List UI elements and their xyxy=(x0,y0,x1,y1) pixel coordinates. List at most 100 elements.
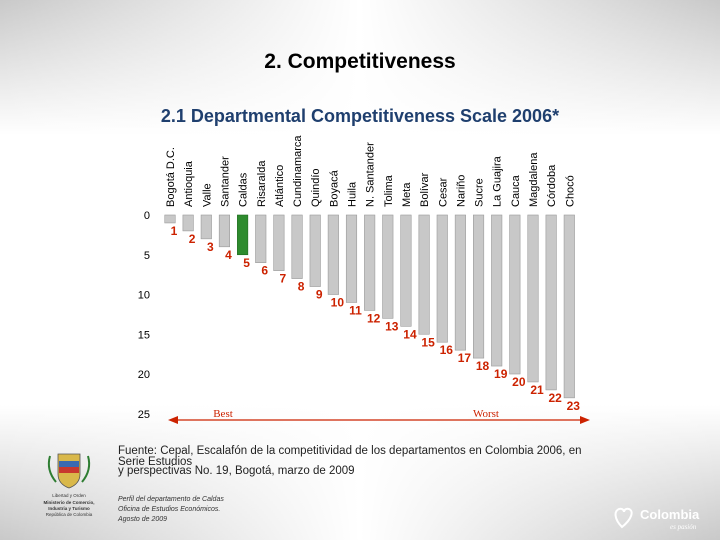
data-label: 20 xyxy=(512,375,526,389)
data-label: 1 xyxy=(171,224,178,238)
bar xyxy=(200,214,212,240)
best-label: Best xyxy=(213,408,233,420)
y-tick-label: 20 xyxy=(138,369,150,381)
category-label: Quindío xyxy=(310,168,322,207)
data-label: 17 xyxy=(458,351,472,365)
category-label: Valle xyxy=(201,183,213,207)
ministry-line-1: Libertad y Orden xyxy=(52,493,86,498)
bar xyxy=(345,214,358,303)
data-label: 12 xyxy=(367,311,381,325)
best-worst-arrow: Best Worst xyxy=(168,408,590,424)
y-tick-label: 10 xyxy=(138,290,150,302)
data-label: 21 xyxy=(530,383,544,397)
slide-title: 2. Competitiveness xyxy=(264,50,456,73)
y-tick-label: 15 xyxy=(138,329,150,341)
data-label: 3 xyxy=(207,240,214,254)
bar xyxy=(255,214,267,264)
arrow-head-left xyxy=(168,416,178,424)
data-label: 18 xyxy=(476,359,490,373)
y-tick-label: 5 xyxy=(144,250,150,262)
colombia-brand-logo: Colombia es pasión xyxy=(614,507,700,531)
footer-note-3: Agosto de 2009 xyxy=(118,516,168,523)
category-label: La Guajira xyxy=(492,155,504,207)
category-label: Bolívar xyxy=(419,172,431,207)
bar xyxy=(218,214,230,248)
bar xyxy=(273,214,285,271)
category-label: Magdalena xyxy=(528,152,540,207)
category-label: Córdoba xyxy=(546,164,558,207)
bar xyxy=(164,214,176,224)
source-line-2: y perspectivas No. 19, Bogotá, marzo de … xyxy=(118,465,355,477)
category-label: Sucre xyxy=(474,178,486,207)
bar-highlight xyxy=(237,214,249,256)
category-label: Cundinamarca xyxy=(292,135,304,207)
bar xyxy=(291,214,303,279)
brand-name: Colombia xyxy=(640,507,700,522)
bar xyxy=(472,214,485,359)
category-label: Nariño xyxy=(455,175,467,207)
data-label: 15 xyxy=(421,335,435,349)
y-tick-label: 25 xyxy=(138,409,150,421)
brand-tagline: es pasión xyxy=(670,523,697,531)
data-label: 22 xyxy=(548,391,562,405)
bar xyxy=(491,214,503,367)
category-label: Meta xyxy=(401,182,413,207)
category-labels: Bogotá D.C. Antioquia Valle Santander Caldas… xyxy=(165,135,576,207)
category-label: N. Santander xyxy=(365,142,377,207)
category-label: Caldas xyxy=(238,172,250,207)
bar xyxy=(382,214,394,319)
source-line-1: Fuente: Cepal, Escalafón de la competiti… xyxy=(118,445,582,457)
category-label: Tolima xyxy=(383,174,395,207)
bar xyxy=(364,214,376,311)
category-label: Cesar xyxy=(437,177,449,207)
bar xyxy=(418,214,430,335)
coat-of-arms-icon xyxy=(47,453,91,489)
data-label: 23 xyxy=(567,399,581,413)
bars xyxy=(164,214,575,399)
heart-icon xyxy=(614,507,633,529)
ministry-logo: Libertad y Orden Ministerio de Comercio,… xyxy=(43,453,95,517)
data-label: 10 xyxy=(331,296,345,310)
y-tick-label: 0 xyxy=(144,210,150,222)
data-label: 16 xyxy=(440,343,454,357)
y-axis-ticks: 0 5 10 15 20 25 xyxy=(138,210,150,421)
bar xyxy=(509,214,521,375)
worst-label: Worst xyxy=(473,408,499,420)
data-label: 5 xyxy=(243,256,250,270)
source-line-1b: Serie Estudios xyxy=(118,456,193,468)
category-label: Cauca xyxy=(510,174,522,207)
category-label: Atlántico xyxy=(274,165,286,207)
data-label: 4 xyxy=(225,248,232,262)
ministry-line-3: Industria y Turismo xyxy=(48,506,90,511)
data-label: 19 xyxy=(494,367,508,381)
footer-note-1: Perfil del departamento de Caldas xyxy=(118,496,224,503)
ministry-line-4: República de Colombia xyxy=(46,512,93,517)
footer-note-2: Oficina de Estudios Económicos. xyxy=(118,506,221,513)
bar xyxy=(182,214,194,232)
data-label: 2 xyxy=(189,232,196,246)
category-label: Bogotá D.C. xyxy=(165,147,177,207)
category-label: Antioquia xyxy=(183,160,195,207)
category-label: Chocó xyxy=(564,175,576,207)
bar xyxy=(563,214,575,399)
arrow-head-right xyxy=(580,416,590,424)
bar xyxy=(454,214,466,351)
bar xyxy=(309,214,321,287)
category-label: Santander xyxy=(219,156,231,207)
bar xyxy=(327,214,339,295)
data-label: 13 xyxy=(385,319,399,333)
data-label: 8 xyxy=(298,280,305,294)
bar xyxy=(400,214,412,327)
data-label: 11 xyxy=(349,303,362,317)
bar xyxy=(527,214,539,383)
data-label: 9 xyxy=(316,288,323,302)
category-label: Boyacá xyxy=(328,169,340,207)
bar xyxy=(436,214,448,343)
ministry-line-2: Ministerio de Comercio, xyxy=(43,500,94,505)
category-label: Risaralda xyxy=(256,160,268,207)
bar xyxy=(545,214,557,391)
category-label: Huila xyxy=(347,181,359,207)
